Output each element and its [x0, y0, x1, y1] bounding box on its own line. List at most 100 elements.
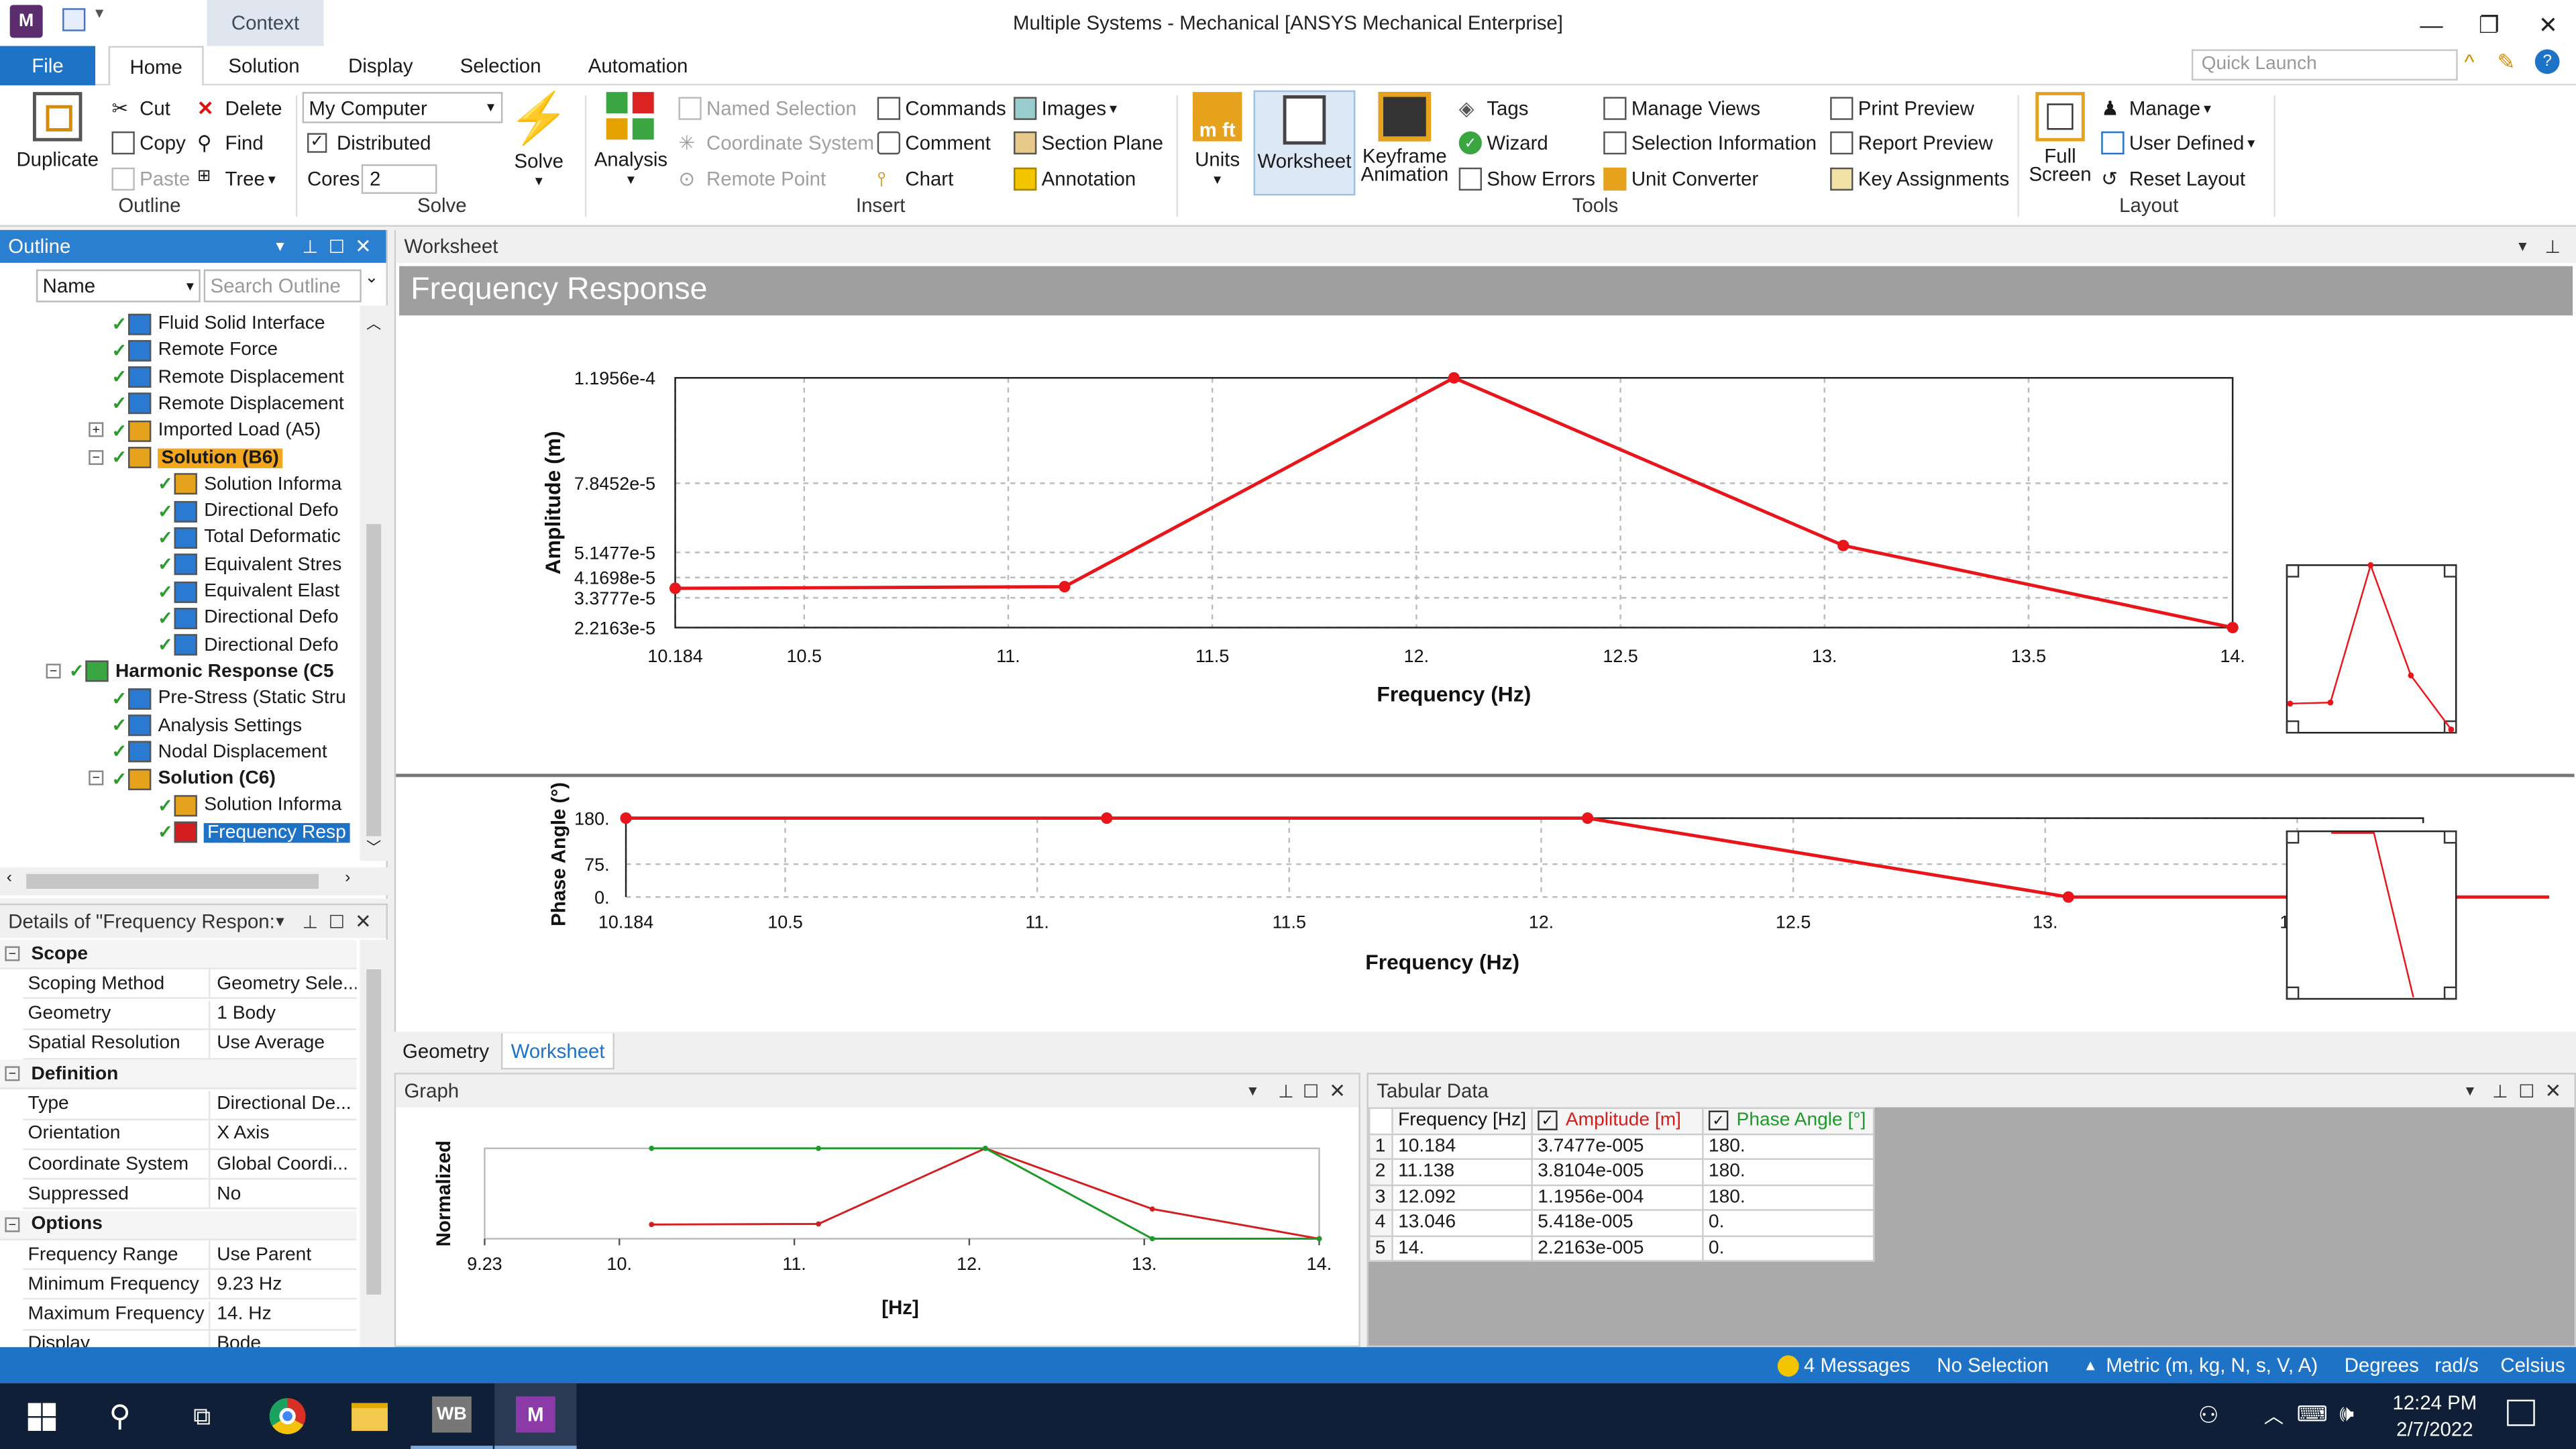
outline-node[interactable]: ✓ Total Deformatic	[158, 525, 341, 551]
help-icon[interactable]: ?	[2534, 49, 2560, 74]
panel-dropdown-icon[interactable]: ▾	[2465, 1081, 2475, 1100]
wizard-button[interactable]: ✓ Wizard	[1458, 131, 1548, 155]
outline-node[interactable]: − ✓ Harmonic Response (C5	[46, 659, 334, 685]
windows-start-icon[interactable]	[0, 1383, 82, 1449]
details-row[interactable]: Scoping Method Geometry Sele...	[23, 969, 357, 1000]
outline-node[interactable]: ✓ Solution Informa	[158, 471, 341, 497]
table-row[interactable]: 3 12.092 1.1956e-004 180.	[1368, 1183, 1875, 1211]
file-explorer-icon[interactable]	[329, 1383, 411, 1449]
manage-button[interactable]: ♟ Manage ▾	[2101, 97, 2212, 120]
print-preview-button[interactable]: Print Preview	[1830, 97, 1974, 120]
show-errors-button[interactable]: Show Errors	[1458, 167, 1595, 191]
outline-horizontal-scrollbar[interactable]: ‹ ›	[0, 867, 388, 896]
table-cell[interactable]: 3.8104e-005	[1531, 1158, 1704, 1185]
collapse-icon[interactable]: −	[5, 1066, 20, 1081]
tab-display[interactable]: Display	[348, 54, 413, 78]
close-icon[interactable]: ✕	[354, 235, 372, 258]
series-visibility-checkbox[interactable]: ✓	[1708, 1111, 1729, 1131]
keyframe-animation-button[interactable]: Keyframe Animation	[1360, 92, 1449, 184]
expand-toggle-icon[interactable]: −	[46, 663, 61, 679]
details-value[interactable]: Geometry Sele...	[217, 973, 357, 994]
tree-button[interactable]: ⊞ Tree ▾	[197, 167, 276, 191]
key-assignments-button[interactable]: Key Assignments	[1830, 167, 2009, 191]
outline-node[interactable]: ✓ Directional Defo	[158, 605, 339, 631]
details-vertical-scrollbar[interactable]	[360, 939, 388, 1349]
close-icon[interactable]: ✕	[1329, 1079, 1346, 1103]
column-header[interactable]: ✓ Amplitude [m]	[1531, 1107, 1704, 1134]
table-cell[interactable]: 180.	[1702, 1183, 1875, 1211]
table-cell[interactable]: 0.	[1702, 1234, 1875, 1262]
row-index[interactable]: 2	[1368, 1158, 1393, 1185]
column-header[interactable]: ✓ Phase Angle [°]	[1702, 1107, 1875, 1134]
table-cell[interactable]: 12.092	[1391, 1183, 1533, 1211]
full-screen-button[interactable]: Full Screen	[2027, 92, 2093, 184]
solve-button[interactable]: ⚡ Solve ▾	[508, 92, 570, 189]
people-icon[interactable]: ⚇	[2198, 1401, 2219, 1428]
user-defined-button[interactable]: User Defined ▾	[2101, 131, 2255, 155]
cut-button[interactable]: ✂ Cut	[112, 97, 170, 119]
outline-node[interactable]: ✓ Remote Force	[112, 337, 278, 364]
table-cell[interactable]: 3.7477e-005	[1531, 1132, 1704, 1160]
outline-node[interactable]: ✓ Directional Defo	[158, 632, 339, 658]
search-icon[interactable]: ⚲	[109, 1399, 131, 1432]
series-visibility-checkbox[interactable]: ✓	[1538, 1111, 1558, 1131]
expand-toggle-icon[interactable]: +	[89, 422, 104, 437]
delete-button[interactable]: ✕ Delete	[197, 97, 282, 119]
details-row[interactable]: Coordinate System Global Coordi...	[23, 1150, 357, 1180]
outline-node[interactable]: ✓ Directional Defo	[158, 498, 339, 524]
copy-button[interactable]: Copy	[111, 131, 186, 155]
commands-button[interactable]: Commands	[877, 97, 1006, 120]
outline-node[interactable]: − ✓ Solution (B6)	[89, 444, 282, 470]
rate-unit-status[interactable]: rad/s	[2434, 1353, 2479, 1377]
outline-node[interactable]: ✓ Equivalent Stres	[158, 551, 341, 578]
details-value[interactable]: Use Parent	[217, 1244, 312, 1265]
annotation-button[interactable]: Annotation	[1014, 167, 1136, 191]
details-row[interactable]: Frequency Range Use Parent	[23, 1240, 357, 1271]
pin-icon[interactable]: ⊥	[2492, 1081, 2508, 1102]
mechanical-taskbar-icon[interactable]: M	[494, 1383, 577, 1449]
outline-node[interactable]: − ✓ Solution (C6)	[89, 765, 276, 792]
chart-splitter[interactable]	[396, 773, 2575, 777]
notifications-icon[interactable]	[2507, 1399, 2535, 1426]
table-cell[interactable]: 180.	[1702, 1132, 1875, 1160]
table-cell[interactable]: 10.184	[1391, 1132, 1533, 1160]
outline-vertical-scrollbar[interactable]: ︿ ﹀	[360, 305, 388, 861]
details-row[interactable]: Spatial Resolution Use Average	[23, 1030, 357, 1060]
panel-dropdown-icon[interactable]: ▾	[276, 912, 284, 931]
find-button[interactable]: ⚲ Find	[197, 131, 264, 154]
collapse-icon[interactable]: −	[5, 1216, 20, 1232]
edit-icon[interactable]: ✎	[2497, 49, 2516, 74]
outline-node[interactable]: ✓ Solution Informa	[158, 792, 341, 818]
file-tab[interactable]: File	[0, 46, 96, 86]
restore-button[interactable]: ❐	[2478, 10, 2500, 38]
expand-toggle-icon[interactable]: −	[89, 449, 104, 464]
chart-button[interactable]: ⫯ Chart	[877, 168, 953, 191]
table-row[interactable]: 2 11.138 3.8104e-005 180.	[1368, 1158, 1875, 1185]
volume-icon[interactable]: 🕪	[2339, 1399, 2354, 1426]
tab-automation[interactable]: Automation	[588, 54, 688, 78]
table-row[interactable]: 4 13.046 5.418e-005 0.	[1368, 1209, 1875, 1236]
minimize-button[interactable]: —	[2420, 11, 2443, 38]
details-row[interactable]: Orientation X Axis	[23, 1120, 357, 1150]
app-icon[interactable]: M	[9, 5, 43, 38]
pin-icon[interactable]: ⊥	[302, 912, 319, 932]
details-section[interactable]: − Options	[0, 1210, 357, 1240]
solver-machine-select[interactable]: My Computer ▾	[302, 92, 503, 123]
details-row[interactable]: Type Directional De...	[23, 1089, 357, 1120]
tags-button[interactable]: ◈ Tags	[1459, 97, 1529, 119]
search-outline-input[interactable]: Search Outline	[203, 269, 362, 303]
remote-point-button[interactable]: ⊙ Remote Point	[678, 168, 826, 191]
close-icon[interactable]: ✕	[354, 910, 372, 934]
context-tab[interactable]: Context	[207, 0, 324, 46]
collapse-ribbon-icon[interactable]: ^	[2464, 49, 2475, 74]
outline-node[interactable]: ✓ Analysis Settings	[112, 712, 302, 739]
details-row[interactable]: Geometry 1 Body	[23, 1000, 357, 1030]
table-cell[interactable]: 11.138	[1391, 1158, 1533, 1185]
details-value[interactable]: 9.23 Hz	[217, 1274, 282, 1295]
units-button[interactable]: m ft Units ▾	[1186, 92, 1248, 189]
chrome-icon[interactable]	[246, 1383, 328, 1449]
panel-dropdown-icon[interactable]: ▾	[1248, 1081, 1257, 1100]
unit-converter-button[interactable]: Unit Converter	[1603, 167, 1758, 191]
report-preview-button[interactable]: Report Preview	[1830, 131, 1993, 155]
outline-node[interactable]: ✓ Frequency Resp	[158, 819, 350, 845]
